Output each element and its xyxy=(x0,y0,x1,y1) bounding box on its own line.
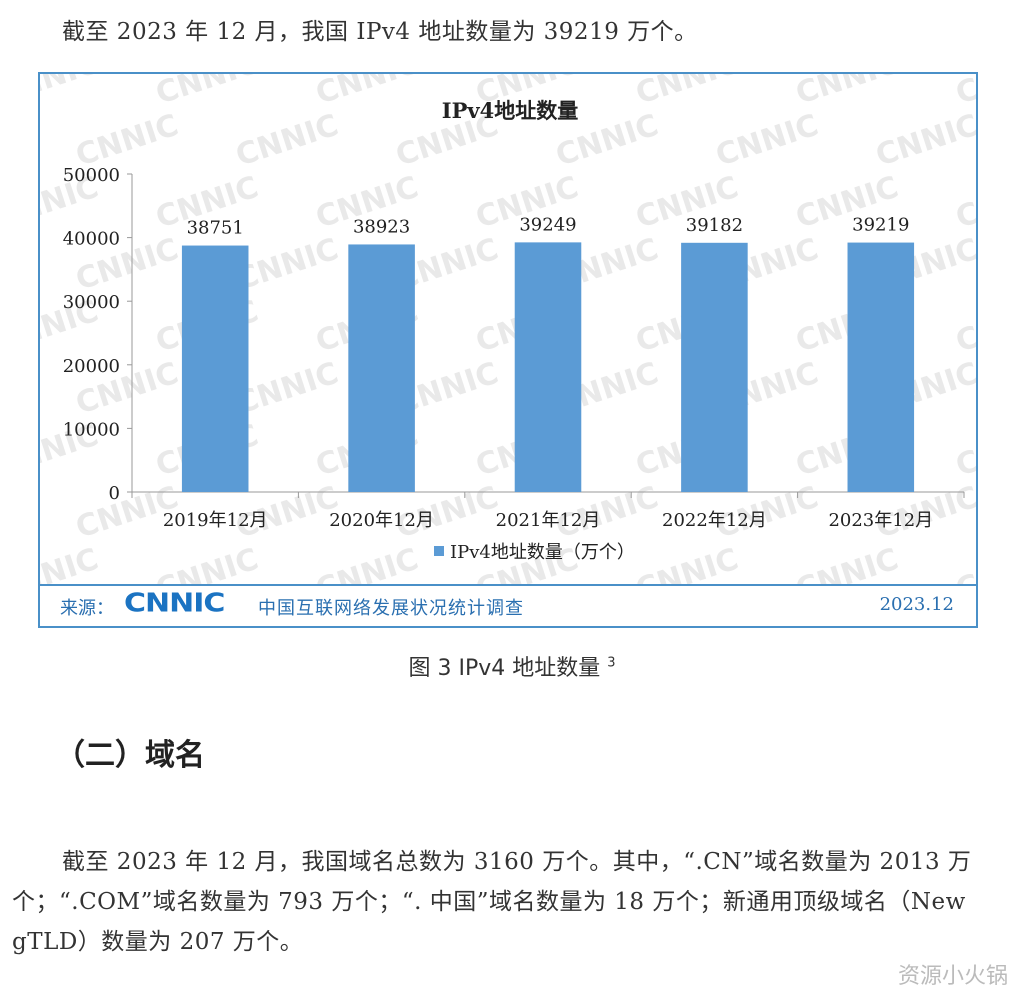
y-tick-label: 0 xyxy=(109,483,120,504)
bar xyxy=(681,242,748,492)
legend-label: IPv4地址数量（万个） xyxy=(450,542,635,563)
cnnic-logo: CNNIC xyxy=(124,588,225,619)
source-text: 中国互联网络发展状况统计调查 xyxy=(258,598,524,619)
bar xyxy=(514,242,582,492)
y-tick-label: 30000 xyxy=(63,292,120,313)
bar xyxy=(181,245,249,492)
x-tick-label: 2023年12月 xyxy=(828,510,933,531)
source-bar: 来源： CNNIC 中国互联网络发展状况统计调查 2023.12 xyxy=(40,584,976,626)
figure-caption-note: 3 xyxy=(607,655,616,671)
intro-paragraph: 截至 2023 年 12 月，我国 IPv4 地址数量为 39219 万个。 xyxy=(62,19,698,45)
bar xyxy=(348,244,415,492)
source-date: 2023.12 xyxy=(879,594,954,615)
chart-frame: CNNIC CNNIC CNNIC CNNIC CNNIC CNNIC CNNIC CNNIC… xyxy=(38,72,978,628)
domain-paragraph: 截至 2023 年 12 月，我国域名总数为 3160 万个。其中，“.CN”域… xyxy=(12,849,972,955)
data-label: 39249 xyxy=(519,214,576,235)
x-tick-label: 2019年12月 xyxy=(163,510,268,531)
data-label: 38751 xyxy=(187,218,244,239)
y-tick-label: 50000 xyxy=(63,165,120,186)
y-tick-label: 10000 xyxy=(63,419,120,440)
section-heading: （二）域名 xyxy=(55,738,205,773)
x-tick-label: 2020年12月 xyxy=(329,510,434,531)
y-tick-label: 40000 xyxy=(63,229,120,250)
x-tick-label: 2021年12月 xyxy=(496,510,601,531)
x-tick-label: 2022年12月 xyxy=(662,510,767,531)
watermark-layer: CNNIC CNNIC CNNIC CNNIC CNNIC CNNIC CNNICCNNIC… xyxy=(40,74,976,590)
figure-caption: 图 3 IPv4 地址数量 3 xyxy=(0,650,1024,682)
source-label: 来源： xyxy=(60,598,114,619)
data-label: 39219 xyxy=(852,215,909,236)
y-tick-label: 20000 xyxy=(63,356,120,377)
data-label: 38923 xyxy=(353,216,410,237)
bar xyxy=(847,242,915,492)
data-label: 39182 xyxy=(686,215,743,236)
corner-watermark: 资源小火锅 xyxy=(897,964,1008,989)
chart-title: IPv4地址数量 xyxy=(442,98,578,123)
chart: IPv4地址数量 0 10000 20000 30000 40000 50000 38751 2… xyxy=(63,98,965,563)
legend-swatch xyxy=(434,546,444,556)
figure-caption-text: 图 3 IPv4 地址数量 xyxy=(408,656,601,681)
